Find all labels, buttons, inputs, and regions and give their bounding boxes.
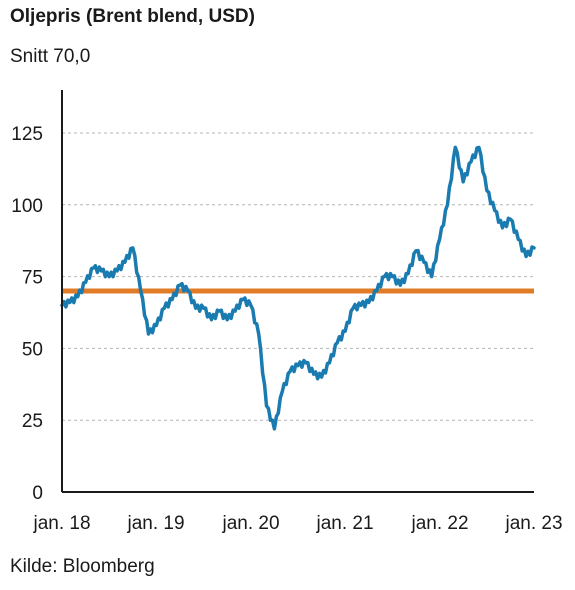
y-tick-label: 125: [11, 124, 43, 145]
y-tick-label: 0: [32, 483, 43, 504]
y-tick-label: 25: [22, 411, 43, 432]
chart-title: Oljepris (Brent blend, USD): [10, 6, 255, 27]
x-tick-label: jan. 18: [32, 513, 90, 534]
source-note: Kilde: Bloomberg: [10, 556, 155, 577]
y-tick-label: 75: [22, 268, 43, 289]
x-tick-label: jan. 22: [410, 513, 468, 534]
y-tick-label: 50: [22, 339, 43, 360]
series-line: [60, 145, 536, 431]
x-tick-label: jan. 21: [315, 513, 373, 534]
x-tick-label: jan. 20: [221, 513, 279, 534]
chart-subtitle: Snitt 70,0: [10, 46, 91, 67]
y-tick-label: 100: [11, 196, 43, 217]
x-tick-label: jan. 19: [126, 513, 184, 534]
x-tick-label: jan. 23: [504, 513, 562, 534]
